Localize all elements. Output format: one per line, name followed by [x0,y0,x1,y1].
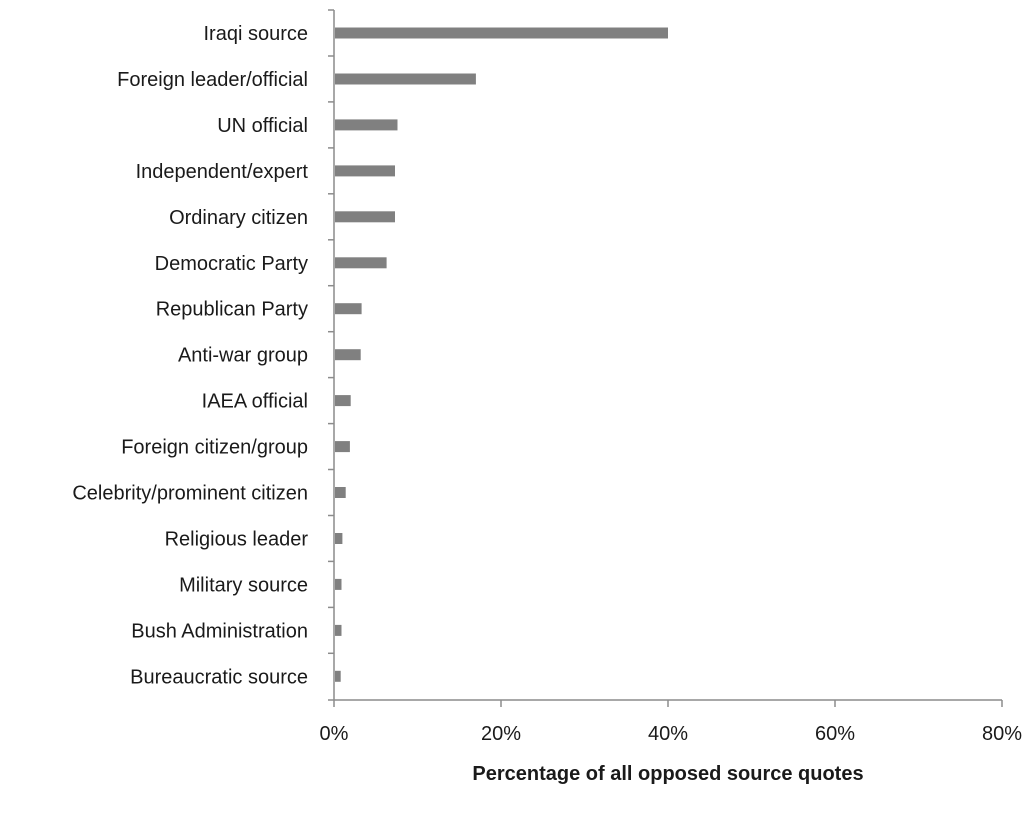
bars-group [335,27,668,682]
bar-iaea-official [335,395,351,407]
category-label: Religious leader [165,529,309,551]
x-tick-label: 0% [320,723,349,745]
bar-ordinary-citizen [335,211,395,223]
x-tick-label: 20% [481,723,521,745]
category-label: Military source [179,574,308,596]
bar-celebrity-prominent-citizen [335,487,346,498]
x-tick-label: 80% [982,723,1022,745]
bar-independent-expert [335,165,395,177]
bar-un-official [335,119,398,131]
category-label: Bureaucratic source [130,666,308,688]
x-tick-label: 60% [815,723,855,745]
bar-bureaucratic-source [335,670,341,682]
x-tick-label: 40% [648,723,688,745]
category-label: Celebrity/prominent citizen [72,483,308,505]
x-ticks: 0% 20% 40% 60% 80% [320,700,1022,745]
category-label: UN official [217,115,308,137]
category-label: Iraqi source [204,23,309,45]
bar-republican-party [335,303,362,315]
category-label: Anti-war group [178,345,308,367]
bar-foreign-citizen-group [335,441,350,453]
category-label: Democratic Party [155,253,308,275]
bar-anti-war-group [335,349,361,361]
bar-iraqi-source [335,27,668,39]
x-axis-title: Percentage of all opposed source quotes [472,763,863,785]
category-label: Independent/expert [136,161,309,183]
bar-military-source [335,578,342,590]
bar-bush-administration [335,624,342,636]
category-labels: Iraqi source Foreign leader/official UN of… [72,23,308,688]
category-label: Foreign leader/official [117,69,308,91]
bar-democratic-party [335,257,387,269]
category-label: Ordinary citizen [169,207,308,229]
category-label: IAEA official [202,391,308,413]
bar-foreign-leader-official [335,73,476,85]
category-label: Bush Administration [131,620,308,642]
category-label: Foreign citizen/group [121,437,308,459]
category-label: Republican Party [156,299,308,321]
axes-group [328,9,1002,701]
bar-religious-leader [335,533,343,544]
